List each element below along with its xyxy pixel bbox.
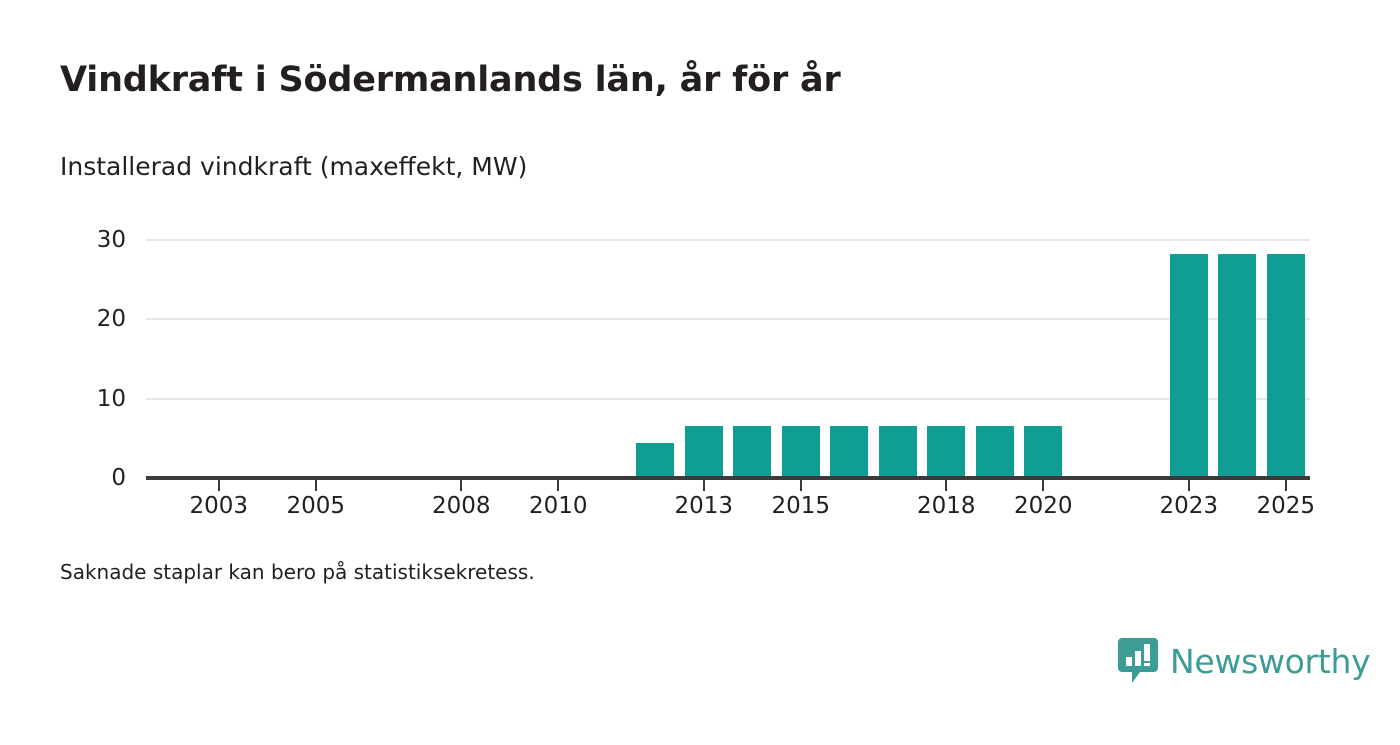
newsworthy-logo[interactable]: Newsworthy: [1118, 637, 1371, 685]
x-axis-tick-label: 2005: [286, 493, 346, 519]
x-axis-tick: [557, 480, 560, 491]
x-axis-tick-label: 2008: [431, 493, 491, 519]
x-axis-tick-label: 2010: [528, 493, 588, 519]
x-axis-tick-label: 2025: [1256, 493, 1316, 519]
bar[interactable]: [1218, 254, 1257, 478]
x-axis-tick-label: 2015: [771, 493, 831, 519]
y-axis-tick-label: 20: [96, 306, 126, 333]
x-axis-tick-label: 2018: [916, 493, 976, 519]
x-axis-tick: [1042, 480, 1045, 491]
x-axis-tick: [314, 480, 317, 491]
x-axis-tick-label: 2023: [1159, 493, 1219, 519]
chart-subtitle: Installerad vindkraft (maxeffekt, MW): [60, 152, 528, 181]
bar[interactable]: [636, 443, 675, 478]
bar[interactable]: [830, 425, 869, 478]
bar[interactable]: [684, 425, 723, 478]
y-axis-tick-label: 10: [96, 385, 126, 412]
x-axis-tick-label: 2013: [674, 493, 734, 519]
bar[interactable]: [1169, 254, 1208, 478]
bar-chart: 0 10 20 30 2003 2005 2008 2010 2013 2015 2018 2020…: [0, 225, 1400, 525]
y-axis-tick-label: 0: [111, 465, 126, 491]
x-axis-tick: [1284, 480, 1287, 491]
gridline: [146, 318, 1310, 321]
x-axis-tick: [460, 480, 463, 491]
x-axis-line: [146, 476, 1310, 480]
newsworthy-wordmark: Newsworthy: [1170, 641, 1371, 681]
x-axis-tick: [1187, 480, 1190, 491]
plot-area: [146, 239, 1310, 478]
page-title: Vindkraft i Södermanlands län, år för år: [60, 60, 841, 100]
chart-footnote: Saknade staplar kan bero på statistiksek…: [60, 560, 535, 584]
gridline: [146, 239, 1310, 241]
bar[interactable]: [878, 425, 917, 478]
x-axis-tick: [702, 480, 705, 491]
x-axis-tick-label: 2020: [1013, 493, 1073, 519]
x-axis-tick-label: 2003: [189, 493, 249, 519]
x-axis-tick: [217, 480, 220, 491]
y-axis-tick-label: 30: [96, 227, 126, 253]
bar[interactable]: [927, 425, 966, 478]
x-axis-tick: [799, 480, 802, 491]
bar[interactable]: [733, 425, 772, 478]
y-axis-labels: 0 10 20 30: [60, 227, 126, 491]
bar[interactable]: [781, 425, 820, 478]
bar-chart-speech-bubble-icon: [1118, 638, 1158, 683]
gridline: [146, 397, 1310, 400]
bar[interactable]: [1024, 425, 1063, 478]
x-axis-tick: [945, 480, 948, 491]
bar[interactable]: [975, 425, 1014, 478]
bar[interactable]: [1266, 254, 1305, 478]
